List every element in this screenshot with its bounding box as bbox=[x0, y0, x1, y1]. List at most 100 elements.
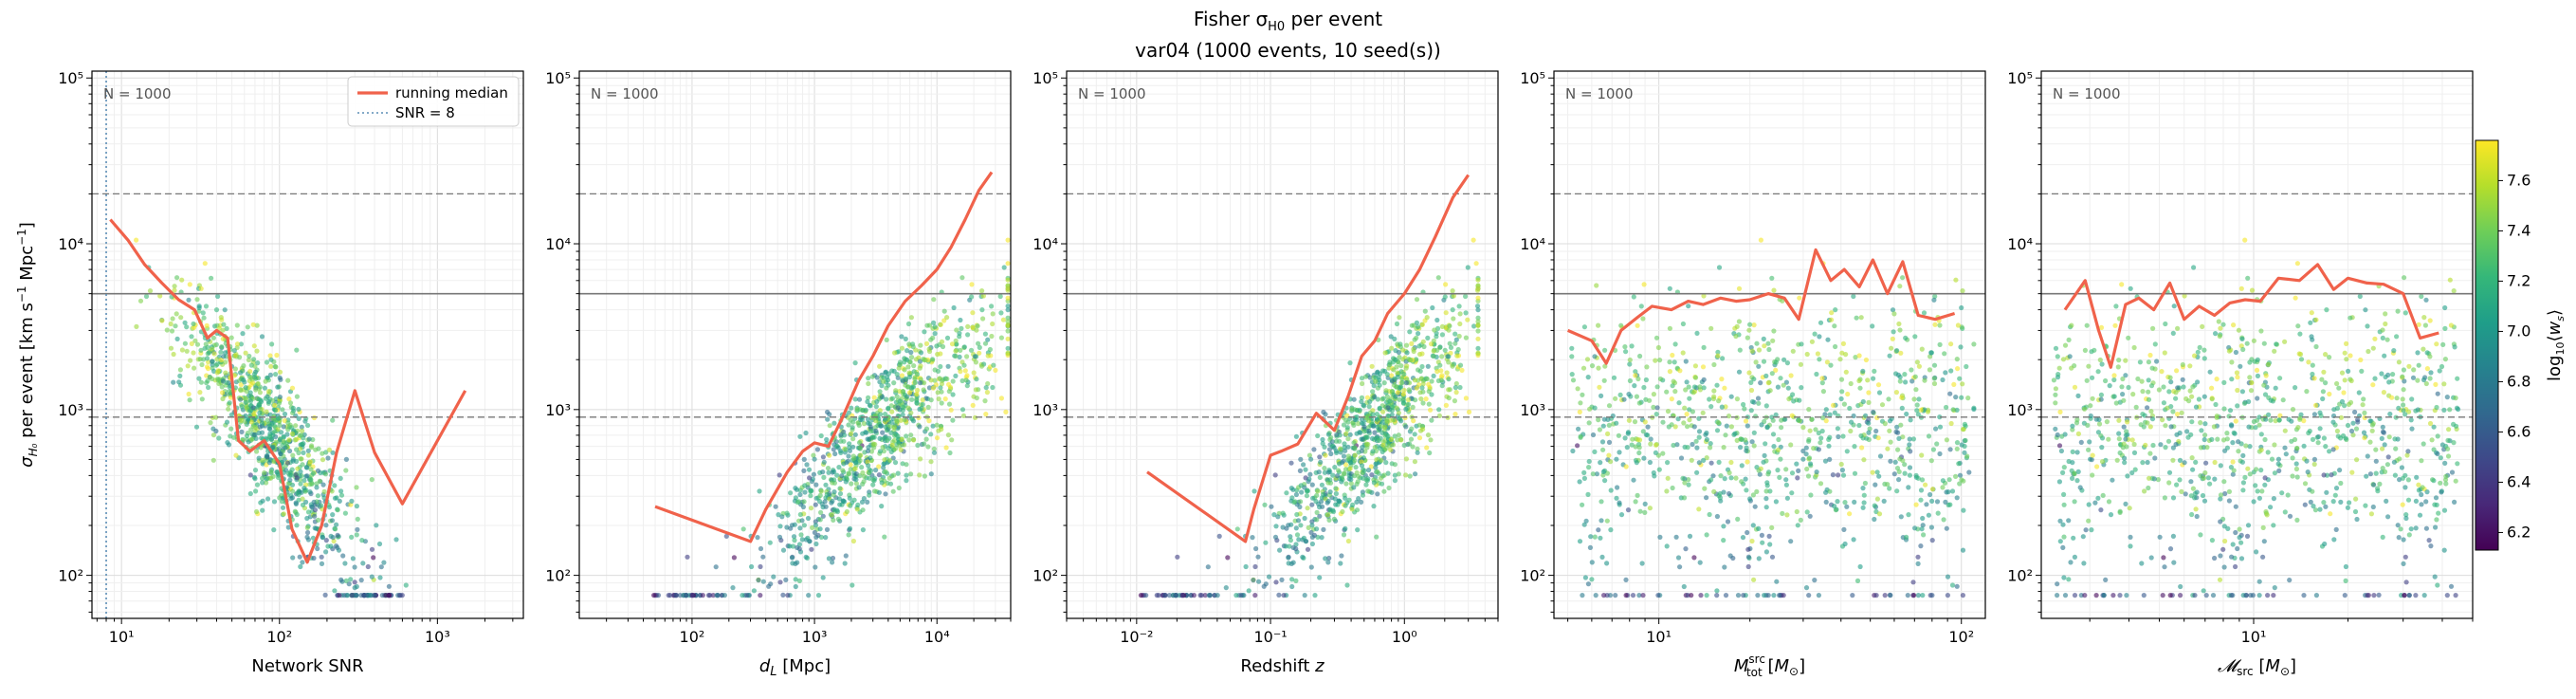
data-point bbox=[1404, 350, 1410, 356]
data-point bbox=[1344, 582, 1350, 588]
data-point bbox=[1205, 564, 1211, 570]
data-point bbox=[1428, 437, 1434, 443]
data-point bbox=[1343, 503, 1348, 508]
data-point bbox=[1305, 506, 1310, 511]
data-point bbox=[1666, 424, 1672, 430]
data-point bbox=[1929, 498, 1935, 505]
data-point bbox=[935, 368, 941, 374]
data-point bbox=[1416, 331, 1421, 337]
data-point bbox=[806, 593, 812, 598]
data-point bbox=[1321, 409, 1326, 415]
data-point bbox=[1769, 414, 1775, 420]
data-point bbox=[359, 538, 365, 543]
data-point bbox=[1763, 488, 1769, 494]
data-point bbox=[1894, 424, 1900, 430]
x-axis-label: Network SNR bbox=[251, 656, 363, 676]
data-point bbox=[1288, 460, 1294, 466]
data-point bbox=[2441, 507, 2448, 513]
data-point bbox=[1908, 449, 1913, 454]
data-point bbox=[851, 497, 857, 503]
data-point bbox=[2342, 593, 2348, 598]
data-point bbox=[1896, 321, 1902, 327]
data-point bbox=[974, 377, 979, 382]
data-point bbox=[1653, 358, 1658, 363]
data-point bbox=[1803, 451, 1809, 457]
data-point bbox=[1957, 376, 1963, 381]
data-point bbox=[1762, 452, 1767, 458]
data-point bbox=[269, 341, 275, 347]
data-point bbox=[1329, 439, 1335, 445]
data-point bbox=[958, 317, 963, 323]
data-point bbox=[928, 377, 934, 383]
data-point bbox=[899, 345, 905, 351]
data-point bbox=[187, 282, 192, 287]
data-point bbox=[2410, 375, 2417, 380]
data-point bbox=[1860, 398, 1866, 405]
data-point bbox=[2170, 409, 2176, 414]
data-point bbox=[944, 376, 950, 382]
data-point bbox=[227, 389, 232, 395]
data-point bbox=[2214, 377, 2220, 382]
data-point bbox=[2317, 426, 2323, 432]
data-point bbox=[1773, 412, 1779, 417]
data-point bbox=[1216, 533, 1222, 540]
data-point bbox=[2395, 308, 2401, 314]
data-point bbox=[270, 444, 276, 450]
panel-2-plot-area bbox=[579, 71, 1011, 618]
data-point bbox=[1799, 385, 1804, 391]
data-point bbox=[1360, 492, 1366, 498]
data-point bbox=[856, 422, 862, 428]
data-point bbox=[1341, 453, 1347, 459]
data-point bbox=[242, 379, 247, 385]
data-point bbox=[1594, 471, 1599, 477]
data-point bbox=[1971, 406, 1977, 413]
data-point bbox=[1289, 583, 1295, 590]
data-point bbox=[2301, 418, 2307, 424]
data-point bbox=[1250, 535, 1255, 541]
data-point bbox=[1929, 487, 1936, 492]
data-point bbox=[2053, 345, 2059, 351]
data-point bbox=[2140, 460, 2146, 466]
data-point bbox=[2360, 402, 2366, 408]
data-point bbox=[1301, 462, 1306, 468]
data-point bbox=[1761, 359, 1767, 364]
data-point bbox=[1811, 446, 1817, 451]
data-point bbox=[1336, 468, 1342, 473]
data-point bbox=[2140, 412, 2146, 417]
data-point bbox=[1436, 413, 1442, 418]
data-point bbox=[171, 351, 176, 358]
data-point bbox=[1701, 377, 1707, 382]
data-point bbox=[338, 577, 344, 583]
data-point bbox=[1450, 288, 1455, 294]
data-point bbox=[865, 499, 870, 506]
data-point bbox=[1915, 475, 1921, 481]
sample-count-annotation: N = 1000 bbox=[1078, 85, 1146, 102]
data-point bbox=[1948, 368, 1954, 374]
data-point bbox=[923, 426, 930, 432]
data-point bbox=[1385, 433, 1391, 439]
data-point bbox=[177, 373, 183, 378]
data-point bbox=[236, 416, 242, 422]
data-point bbox=[793, 485, 798, 491]
data-point bbox=[1475, 315, 1481, 321]
data-point bbox=[1368, 464, 1374, 469]
data-point bbox=[2310, 436, 2316, 442]
data-point bbox=[916, 414, 922, 421]
data-point bbox=[1807, 513, 1813, 519]
data-point bbox=[1893, 390, 1899, 395]
data-point bbox=[904, 394, 910, 399]
data-point bbox=[208, 420, 213, 426]
data-point bbox=[231, 348, 237, 354]
data-point bbox=[1687, 407, 1692, 413]
data-point bbox=[1439, 373, 1445, 378]
data-point bbox=[1657, 534, 1663, 541]
data-point bbox=[1296, 537, 1302, 543]
data-point bbox=[868, 429, 873, 434]
data-point bbox=[1424, 445, 1430, 451]
data-point bbox=[2145, 459, 2150, 466]
data-point bbox=[777, 579, 783, 585]
data-point bbox=[1372, 430, 1378, 435]
data-point bbox=[1781, 357, 1787, 362]
data-point bbox=[1653, 450, 1658, 455]
data-point bbox=[877, 449, 884, 454]
